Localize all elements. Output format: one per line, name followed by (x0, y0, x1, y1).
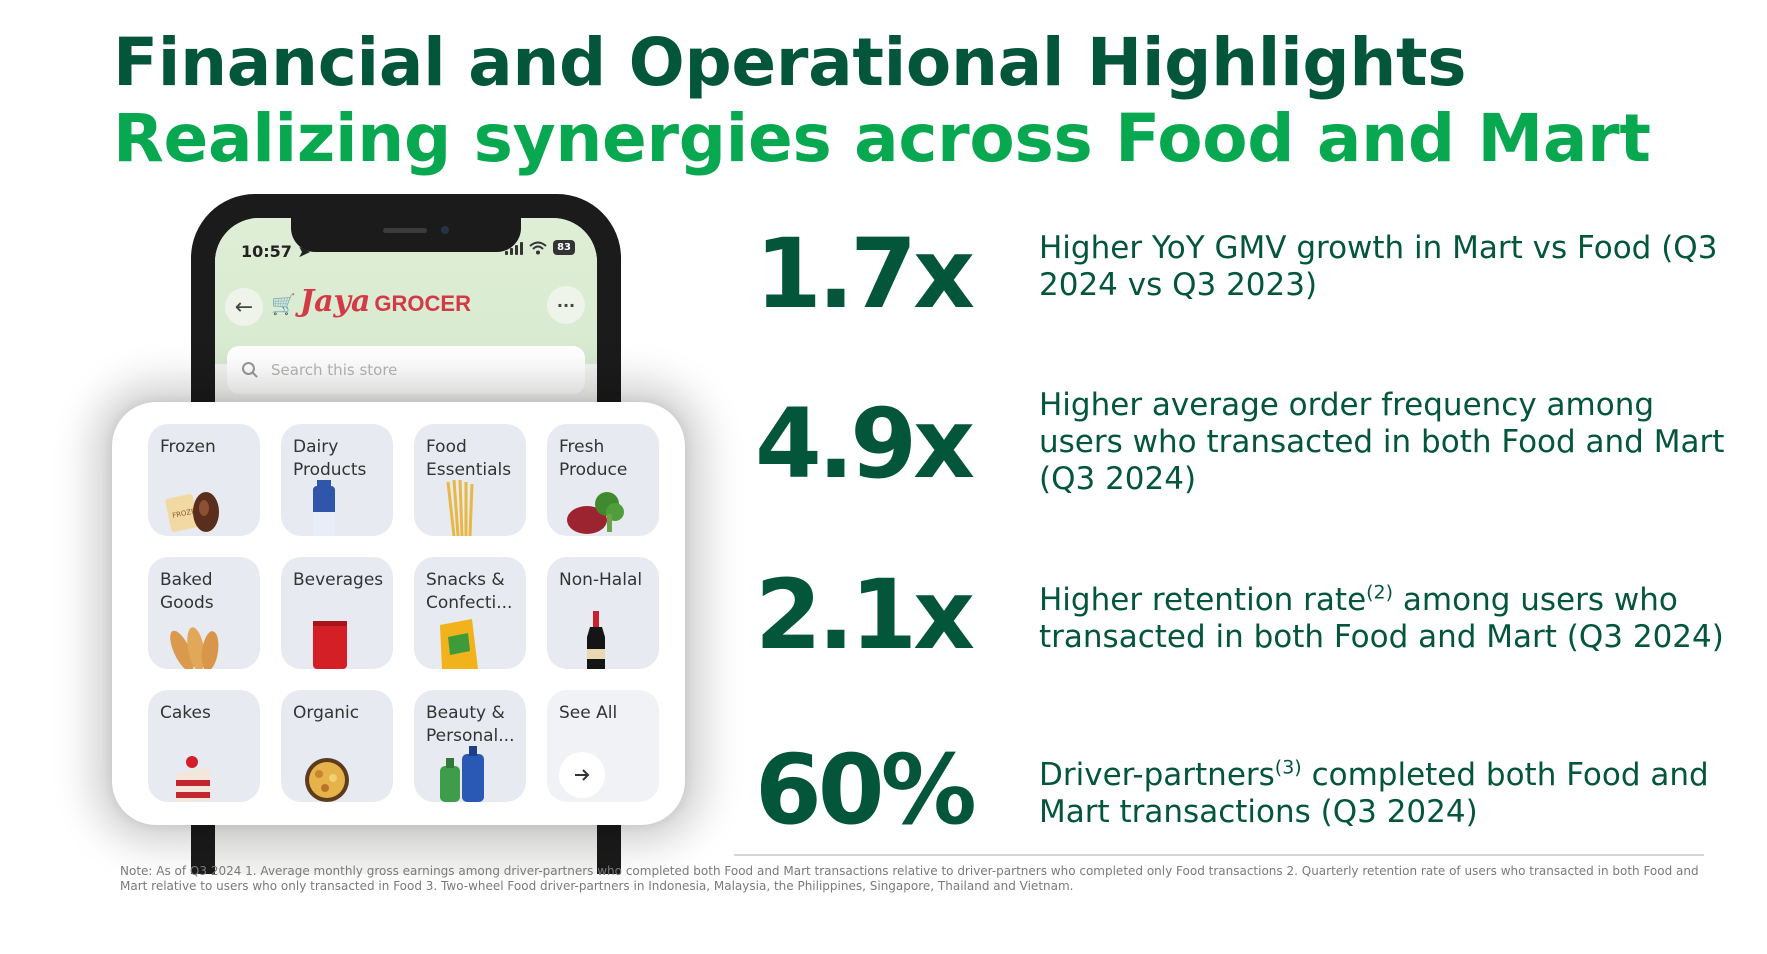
stat-value: 1.7x (755, 218, 975, 330)
cake-icon (176, 756, 210, 802)
category-label: Beauty & Personal... (426, 703, 515, 746)
category-label: Beverages (293, 570, 384, 590)
category-tile[interactable]: Food Essentials (414, 424, 526, 536)
cart-logo-icon: 🛒 (271, 292, 296, 316)
stat-description: Higher YoY GMV growth in Mart vs Food (Q… (1039, 230, 1718, 303)
front-camera (441, 226, 449, 234)
stat-value: 2.1x (755, 559, 975, 671)
milk-icon (313, 480, 335, 536)
status-icons: 83 (505, 240, 575, 255)
category-tile[interactable]: Frozen FROZEN (148, 424, 260, 536)
category-label: Baked Goods (160, 570, 214, 613)
category-label: Frozen (160, 437, 216, 457)
category-tile[interactable]: Organic (281, 690, 393, 802)
phone-notch (291, 218, 521, 252)
category-tile[interactable]: Cakes (148, 690, 260, 802)
snack-bag-icon (440, 619, 478, 669)
wine-bottle-icon (587, 611, 605, 669)
store-logo-suffix: GROCER (374, 291, 471, 316)
more-options-button[interactable]: ··· (547, 286, 585, 324)
category-label: Dairy Products (293, 437, 367, 480)
can-icon (313, 621, 347, 669)
category-tile[interactable]: Dairy Products (281, 424, 393, 536)
category-grid-card: Frozen FROZEN Dairy Products Food Essent… (112, 402, 685, 825)
signal-icon (505, 241, 524, 255)
stat-description: Driver-partners(3) completed both Food a… (1039, 756, 1709, 830)
stat-description: Higher average order frequency among use… (1039, 387, 1725, 497)
arrow-left-icon: ← (234, 294, 254, 320)
store-search-input[interactable]: Search this store (227, 346, 585, 394)
stat-value: 4.9x (755, 388, 975, 500)
see-all-tile[interactable]: See All (547, 690, 659, 802)
search-placeholder: Search this store (271, 361, 398, 379)
back-button[interactable]: ← (225, 288, 263, 326)
category-label: Fresh Produce (559, 437, 628, 480)
slide-title: Financial and Operational Highlights (113, 24, 1467, 101)
pasta-icon (446, 479, 474, 536)
footnote-marker: (2) (1366, 581, 1394, 604)
arrow-right-icon (575, 769, 590, 781)
footnote-marker: (3) (1274, 756, 1302, 779)
speaker-grille (383, 228, 427, 233)
category-label: Cakes (160, 703, 211, 723)
wifi-icon (529, 241, 547, 254)
category-label: Non-Halal (559, 570, 643, 590)
category-label: Snacks & Confecti... (426, 570, 513, 613)
cereal-bowl-icon (305, 758, 349, 802)
store-logo-name: Jaya (299, 284, 371, 319)
stat-description: Higher retention rate(2) among users who… (1039, 581, 1724, 655)
store-logo: 🛒 Jaya GROCER (271, 284, 471, 319)
category-tile[interactable]: Snacks & Confecti... (414, 557, 526, 669)
shampoo-bottle-icon (440, 746, 484, 802)
ellipsis-icon: ··· (556, 295, 576, 315)
stat-value: 60% (755, 734, 977, 846)
slide-subtitle: Realizing synergies across Food and Mart (113, 100, 1651, 177)
category-tile[interactable]: Non-Halal (547, 557, 659, 669)
footnote-text: Note: As of Q3 2024 1. Average monthly g… (120, 864, 1699, 893)
category-label: Organic (293, 703, 360, 723)
category-label: Food Essentials (426, 437, 512, 480)
category-tile[interactable]: Beauty & Personal... (414, 690, 526, 802)
status-time: 10:57 ➤ (241, 242, 311, 261)
category-label: See All (559, 703, 618, 723)
frozen-food-icon: FROZEN (165, 492, 219, 532)
status-time-text: 10:57 (241, 242, 292, 261)
category-tile[interactable]: Beverages (281, 557, 393, 669)
battery-icon: 83 (553, 240, 575, 255)
location-arrow-icon: ➤ (297, 242, 311, 261)
vegetables-icon (567, 492, 624, 534)
category-tile[interactable]: Fresh Produce (547, 424, 659, 536)
footnote-divider (734, 854, 1704, 856)
see-all-button[interactable] (559, 752, 605, 798)
bread-icon (170, 627, 219, 669)
search-icon (242, 362, 258, 378)
category-tile[interactable]: Baked Goods (148, 557, 260, 669)
